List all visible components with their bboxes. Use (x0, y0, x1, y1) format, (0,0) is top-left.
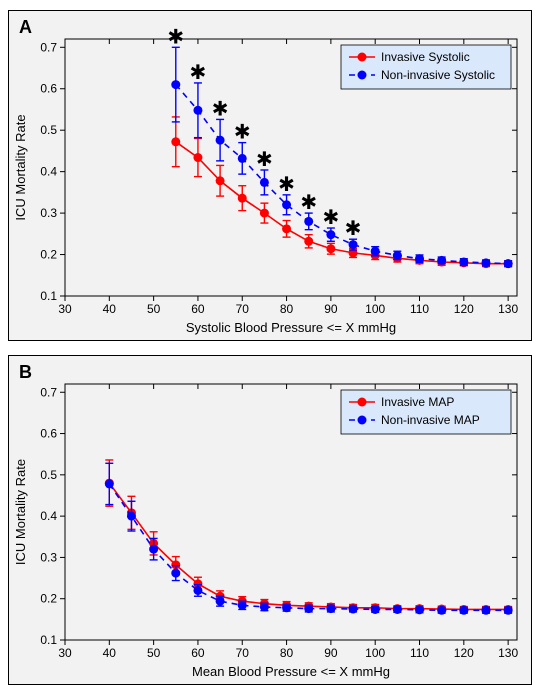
svg-text:ICU Mortality Rate: ICU Mortality Rate (13, 459, 28, 565)
panelA-chart: 30 40 50 60 70 80 90 100 110 120 130 0.1 0.2 0.3 0.4 0.… (9, 11, 531, 340)
svg-text:70: 70 (236, 302, 250, 316)
svg-text:100: 100 (365, 646, 385, 660)
svg-text:✱: ✱ (234, 122, 251, 144)
svg-text:0.7: 0.7 (40, 385, 57, 399)
svg-text:0.7: 0.7 (40, 40, 57, 54)
svg-text:80: 80 (280, 646, 294, 660)
svg-text:130: 130 (498, 646, 518, 660)
svg-text:110: 110 (410, 646, 429, 660)
svg-text:0.2: 0.2 (40, 248, 57, 262)
svg-text:0.4: 0.4 (40, 165, 57, 179)
panel-b-label: B (19, 362, 32, 383)
svg-text:✱: ✱ (190, 62, 207, 84)
svg-text:✱: ✱ (212, 98, 229, 120)
svg-text:50: 50 (147, 302, 161, 316)
svg-text:120: 120 (454, 302, 474, 316)
svg-text:30: 30 (58, 302, 72, 316)
svg-text:0.6: 0.6 (40, 427, 57, 441)
panel-a: A 30 40 50 60 70 80 90 100 110 120 130 0.1 0.2 0.3 0.4… (8, 10, 532, 341)
svg-text:✱: ✱ (167, 26, 184, 48)
svg-text:90: 90 (324, 302, 338, 316)
svg-text:✱: ✱ (345, 218, 362, 240)
svg-text:✱: ✱ (256, 149, 273, 171)
svg-text:0.2: 0.2 (40, 592, 57, 606)
svg-text:40: 40 (103, 646, 117, 660)
svg-text:60: 60 (191, 646, 205, 660)
figure: A 30 40 50 60 70 80 90 100 110 120 130 0.1 0.2 0.3 0.4… (0, 0, 540, 695)
svg-text:30: 30 (58, 646, 72, 660)
svg-text:0.5: 0.5 (40, 123, 57, 137)
svg-text:Systolic Blood Pressure <= X m: Systolic Blood Pressure <= X mmHg (186, 320, 396, 335)
svg-text:60: 60 (191, 302, 205, 316)
svg-text:Mean Blood Pressure <= X mmHg: Mean Blood Pressure <= X mmHg (192, 664, 390, 679)
svg-text:0.1: 0.1 (40, 289, 57, 303)
svg-text:130: 130 (498, 302, 518, 316)
svg-text:ICU Mortality Rate: ICU Mortality Rate (13, 114, 28, 220)
svg-text:0.5: 0.5 (40, 468, 57, 482)
svg-text:✱: ✱ (322, 207, 339, 229)
svg-text:Invasive Systolic: Invasive Systolic (381, 50, 470, 64)
svg-text:70: 70 (236, 646, 250, 660)
panel-b: B 30 40 50 60 70 80 90 100 110 120 130 0.1 0.2 0.3 0.4… (8, 355, 532, 685)
svg-text:✱: ✱ (300, 192, 317, 214)
svg-text:120: 120 (454, 646, 474, 660)
svg-text:0.4: 0.4 (40, 509, 57, 523)
panelB-chart: 30 40 50 60 70 80 90 100 110 120 130 0.1 0.2 0.3 0.4 0.… (9, 356, 531, 684)
svg-text:Non-invasive Systolic: Non-invasive Systolic (381, 68, 495, 82)
svg-text:80: 80 (280, 302, 294, 316)
svg-text:110: 110 (410, 302, 429, 316)
svg-text:0.1: 0.1 (40, 633, 57, 647)
svg-text:100: 100 (365, 302, 385, 316)
svg-text:0.6: 0.6 (40, 82, 57, 96)
svg-text:50: 50 (147, 646, 161, 660)
svg-text:✱: ✱ (278, 174, 295, 196)
svg-text:90: 90 (324, 646, 338, 660)
svg-text:Non-invasive MAP: Non-invasive MAP (381, 413, 480, 427)
panel-a-label: A (19, 17, 32, 38)
svg-text:0.3: 0.3 (40, 550, 57, 564)
svg-text:40: 40 (103, 302, 117, 316)
svg-text:Invasive MAP: Invasive MAP (381, 395, 454, 409)
svg-text:0.3: 0.3 (40, 206, 57, 220)
